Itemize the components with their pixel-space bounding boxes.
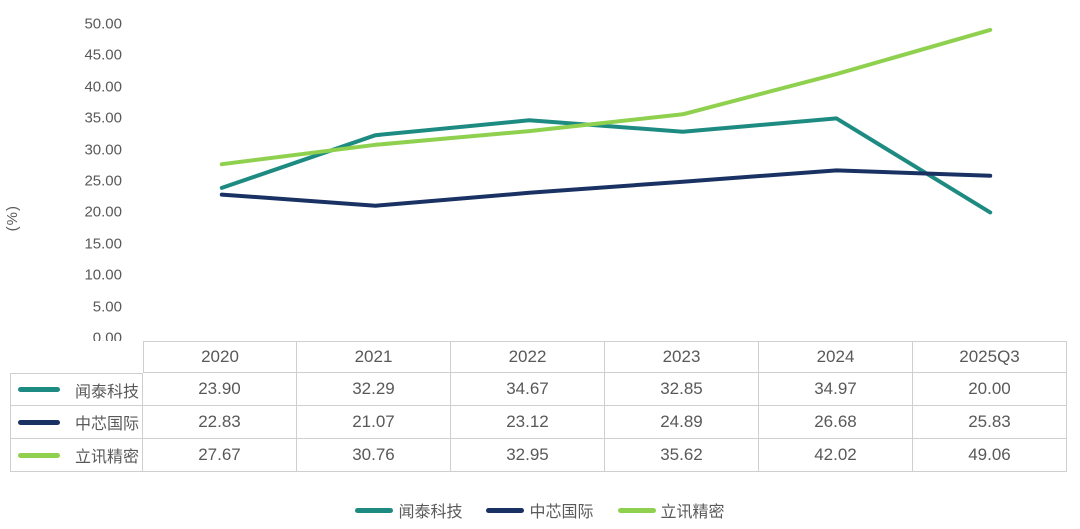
series-line-中芯国际 bbox=[219, 168, 993, 208]
legend-marker-icon bbox=[486, 507, 525, 513]
table-value-立讯精密-2025Q3: 49.06 bbox=[913, 439, 1067, 472]
table-header-2022: 2022 bbox=[451, 341, 605, 373]
table-row-label-立讯精密: 立讯精密 bbox=[10, 439, 143, 472]
table-value-立讯精密-2022: 32.95 bbox=[451, 439, 605, 472]
table-header-2023: 2023 bbox=[605, 341, 759, 373]
table-row-label-闻泰科技: 闻泰科技 bbox=[10, 373, 143, 406]
legend-label: 闻泰科技 bbox=[398, 504, 463, 521]
series-name-label: 立讯精密 bbox=[74, 449, 139, 466]
y-tick-label: 50.00 bbox=[84, 15, 122, 33]
table-value-闻泰科技-2022: 34.67 bbox=[451, 373, 605, 406]
table-value-立讯精密-2023: 35.62 bbox=[605, 439, 759, 472]
table-row-label-中芯国际: 中芯国际 bbox=[10, 406, 143, 439]
table-value-中芯国际-2023: 24.89 bbox=[605, 406, 759, 439]
y-tick-label: 40.00 bbox=[84, 78, 122, 96]
chart-legend: 闻泰科技 中芯国际 立讯精密 bbox=[0, 498, 1080, 522]
table-corner-cell bbox=[10, 341, 143, 373]
table-header-2024: 2024 bbox=[759, 341, 913, 373]
table-header-2020: 2020 bbox=[143, 341, 297, 373]
legend-marker-icon bbox=[617, 507, 656, 513]
legend-item-闻泰科技: 闻泰科技 bbox=[355, 498, 462, 522]
series-name-label: 闻泰科技 bbox=[74, 383, 139, 401]
legend-label: 中芯国际 bbox=[529, 504, 594, 521]
y-axis-tick-labels: 50.00 45.00 40.00 35.00 30.00 25.00 20.00 15.00… bbox=[0, 16, 122, 347]
table-value-中芯国际-2024: 26.68 bbox=[759, 406, 913, 439]
legend-label: 立讯精密 bbox=[660, 504, 725, 521]
table-value-闻泰科技-2021: 32.29 bbox=[297, 373, 451, 406]
y-tick-label: 30.00 bbox=[84, 141, 122, 159]
series-name-label: 中芯国际 bbox=[74, 416, 139, 433]
table-value-立讯精密-2024: 42.02 bbox=[759, 439, 913, 472]
series-marker-icon bbox=[18, 387, 60, 392]
table-value-闻泰科技-2024: 34.97 bbox=[759, 373, 913, 406]
y-tick-label: 15.00 bbox=[84, 235, 122, 253]
y-tick-label: 25.00 bbox=[84, 172, 122, 190]
series-marker-icon bbox=[18, 452, 60, 458]
line-plot-area bbox=[219, 27, 993, 215]
y-tick-label: 35.00 bbox=[84, 109, 122, 127]
table-header-2025Q3: 2025Q3 bbox=[913, 341, 1067, 373]
series-line-闻泰科技 bbox=[219, 116, 993, 215]
table-value-闻泰科技-2023: 32.85 bbox=[605, 373, 759, 406]
y-tick-label: 5.00 bbox=[92, 298, 122, 316]
legend-marker-icon bbox=[355, 507, 394, 513]
table-value-立讯精密-2020: 27.67 bbox=[143, 439, 297, 472]
y-tick-label: 20.00 bbox=[84, 203, 122, 221]
table-value-闻泰科技-2025Q3: 20.00 bbox=[913, 373, 1067, 406]
table-value-闻泰科技-2020: 23.90 bbox=[143, 373, 297, 406]
series-line-立讯精密 bbox=[219, 27, 993, 167]
series-marker-icon bbox=[18, 419, 60, 425]
table-value-中芯国际-2020: 22.83 bbox=[143, 406, 297, 439]
legend-item-中芯国际: 中芯国际 bbox=[486, 498, 594, 522]
table-value-中芯国际-2022: 23.12 bbox=[451, 406, 605, 439]
data-table: 2020 2021 2022 2023 2024 2025Q3 闻泰科技 23.90 32.29… bbox=[10, 341, 1067, 472]
table-value-中芯国际-2021: 21.07 bbox=[297, 406, 451, 439]
table-value-中芯国际-2025Q3: 25.83 bbox=[913, 406, 1067, 439]
table-header-2021: 2021 bbox=[297, 341, 451, 373]
legend-item-立讯精密: 立讯精密 bbox=[617, 498, 725, 522]
table-value-立讯精密-2021: 30.76 bbox=[297, 439, 451, 472]
y-tick-label: 45.00 bbox=[84, 46, 122, 64]
y-tick-label: 10.00 bbox=[84, 266, 122, 284]
